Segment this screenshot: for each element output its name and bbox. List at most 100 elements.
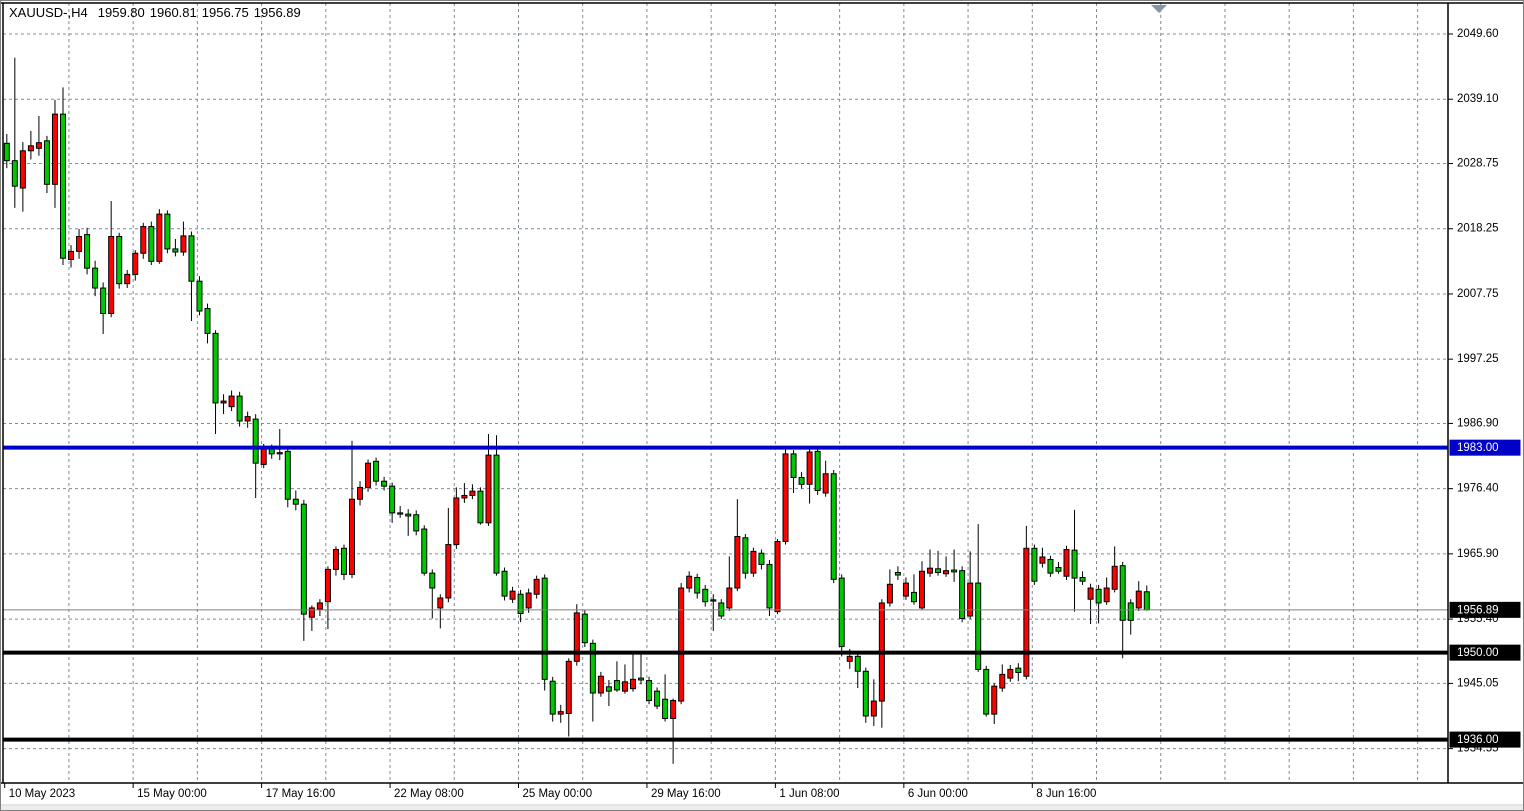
candle-body-up	[1087, 587, 1094, 600]
candle-body-up	[35, 142, 42, 149]
price-axis-label: 2028.75	[1457, 158, 1499, 170]
price-tag	[1449, 731, 1521, 748]
window-bottom-strip	[1, 806, 1523, 810]
candle-body-down	[959, 570, 966, 619]
candle-body-up	[806, 451, 813, 485]
candle-body-up	[678, 587, 685, 702]
autoscroll-triangle-icon[interactable]	[1151, 5, 1167, 13]
price-tag-label: 1936.00	[1457, 734, 1499, 746]
candle-body-up	[357, 486, 364, 500]
candle-body-up	[316, 602, 323, 610]
candle-body-down	[983, 668, 990, 715]
candle-body-up	[726, 587, 733, 609]
candle-body-down	[493, 454, 500, 574]
candle-body-down	[389, 485, 396, 514]
candle-body-down	[910, 591, 917, 603]
candle-body-up	[332, 549, 339, 570]
candle-body-down	[814, 450, 821, 492]
candle-body-down	[236, 395, 243, 422]
candle-body-up	[76, 235, 83, 252]
candle-body-up	[124, 273, 131, 285]
price-tag-label: 1956.89	[1457, 604, 1499, 616]
candle-body-down	[766, 563, 773, 609]
candle-body-down	[3, 142, 10, 162]
candle-body-down	[830, 473, 837, 580]
ohlc-close: 1956.89	[253, 5, 301, 20]
price-axis-label: 1945.05	[1457, 677, 1499, 689]
candle-body-down	[212, 332, 219, 404]
candle-body-down	[172, 248, 179, 253]
candle-body-up	[967, 582, 974, 617]
candle-body-down	[646, 680, 653, 701]
candle-body-down	[204, 308, 211, 334]
candle-body-up	[846, 655, 853, 662]
candle-body-up	[228, 395, 235, 408]
price-tag	[1449, 439, 1521, 456]
candle-body-up	[156, 213, 163, 262]
candle-body-up	[19, 150, 26, 189]
candle-body-down	[501, 570, 508, 597]
candle-body-down	[284, 450, 291, 500]
candle-body-up	[991, 685, 998, 715]
candle-body-up	[132, 252, 139, 275]
candle-body-up	[565, 660, 572, 715]
candle-body-down	[1055, 567, 1062, 572]
candle-body-up	[597, 675, 604, 694]
candle-body-down	[188, 235, 195, 282]
price-axis-label: 1976.40	[1457, 483, 1499, 495]
candle-body-down	[790, 453, 797, 478]
price-tag-label: 1950.00	[1457, 647, 1499, 659]
candle-body-down	[549, 680, 556, 715]
candle-body-down	[710, 599, 717, 602]
price-axis-label: 2018.25	[1457, 223, 1499, 235]
candle-body-up	[886, 583, 893, 604]
candle-body-up	[308, 607, 315, 618]
time-axis-label: 25 May 00:00	[522, 788, 592, 800]
candle-body-up	[734, 535, 741, 589]
candle-body-up	[999, 673, 1006, 689]
candle-body-up	[437, 597, 444, 609]
candle-body-up	[509, 590, 516, 600]
candle-body-up	[260, 447, 267, 465]
candle-body-up	[1039, 556, 1046, 564]
candle-body-up	[1103, 587, 1110, 603]
candle-body-down	[300, 503, 307, 615]
candle-body-down	[405, 513, 412, 517]
candle-body-up	[1023, 547, 1030, 677]
candle-body-down	[581, 613, 588, 644]
candle-body-down	[429, 572, 436, 589]
candle-body-up	[557, 711, 564, 715]
candle-body-up	[27, 145, 34, 152]
candle-body-up	[51, 113, 58, 185]
candle-body-up	[461, 494, 468, 499]
candle-body-down	[854, 655, 861, 672]
candle-body-down	[1079, 576, 1086, 582]
price-tag	[1449, 644, 1521, 661]
candle-body-up	[621, 681, 628, 692]
candle-body-down	[381, 480, 388, 487]
candle-body-down	[758, 552, 765, 565]
candle-body-down	[43, 140, 50, 185]
candle-body-down	[92, 267, 99, 289]
candle-body-down	[951, 569, 958, 573]
time-axis-label: 15 May 00:00	[137, 788, 207, 800]
candle-body-down	[11, 160, 18, 187]
candle-body-up	[670, 699, 677, 719]
candle-body-down	[1047, 558, 1054, 574]
candle-body-down	[638, 677, 645, 681]
candle-body-down	[742, 537, 749, 574]
candle-body-up	[629, 678, 636, 690]
candle-body-up	[1111, 565, 1118, 590]
candle-body-up	[870, 700, 877, 717]
price-axis-label: 1997.25	[1457, 353, 1499, 365]
time-axis-label: 1 Jun 08:00	[779, 788, 839, 800]
candle-body-up	[180, 235, 187, 253]
candle-body-down	[116, 235, 123, 285]
candle-body-up	[485, 454, 492, 524]
candle-body-up	[774, 540, 781, 613]
price-axis-label: 1965.90	[1457, 548, 1499, 560]
candle-body-down	[605, 686, 612, 692]
candle-body-down	[935, 568, 942, 574]
